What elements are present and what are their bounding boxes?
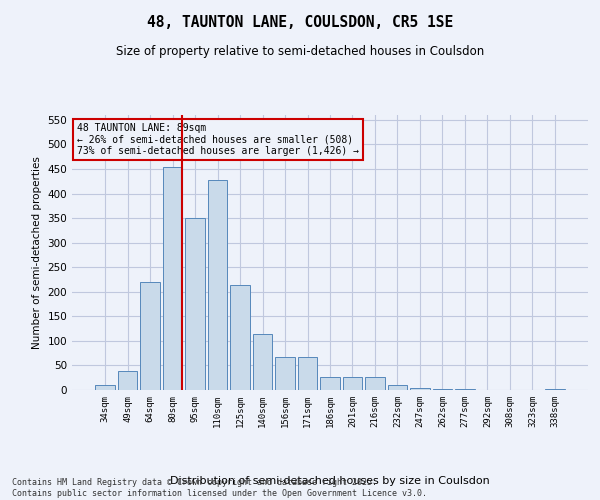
X-axis label: Distribution of semi-detached houses by size in Coulsdon: Distribution of semi-detached houses by … bbox=[170, 476, 490, 486]
Bar bbox=[185, 218, 205, 390]
Text: Size of property relative to semi-detached houses in Coulsdon: Size of property relative to semi-detach… bbox=[116, 45, 484, 58]
Bar bbox=[140, 282, 160, 390]
Bar bbox=[163, 166, 182, 390]
Bar bbox=[118, 372, 137, 390]
Bar bbox=[320, 376, 340, 390]
Bar bbox=[410, 388, 430, 390]
Bar bbox=[545, 388, 565, 390]
Bar bbox=[388, 385, 407, 390]
Text: Contains HM Land Registry data © Crown copyright and database right 2025.
Contai: Contains HM Land Registry data © Crown c… bbox=[12, 478, 427, 498]
Bar bbox=[275, 356, 295, 390]
Text: 48 TAUNTON LANE: 89sqm
← 26% of semi-detached houses are smaller (508)
73% of se: 48 TAUNTON LANE: 89sqm ← 26% of semi-det… bbox=[77, 123, 359, 156]
Bar bbox=[253, 334, 272, 390]
Bar bbox=[365, 376, 385, 390]
Bar bbox=[208, 180, 227, 390]
Bar bbox=[95, 385, 115, 390]
Bar bbox=[298, 356, 317, 390]
Text: 48, TAUNTON LANE, COULSDON, CR5 1SE: 48, TAUNTON LANE, COULSDON, CR5 1SE bbox=[147, 15, 453, 30]
Bar bbox=[343, 376, 362, 390]
Bar bbox=[455, 389, 475, 390]
Bar bbox=[433, 388, 452, 390]
Bar bbox=[230, 286, 250, 390]
Y-axis label: Number of semi-detached properties: Number of semi-detached properties bbox=[32, 156, 42, 349]
